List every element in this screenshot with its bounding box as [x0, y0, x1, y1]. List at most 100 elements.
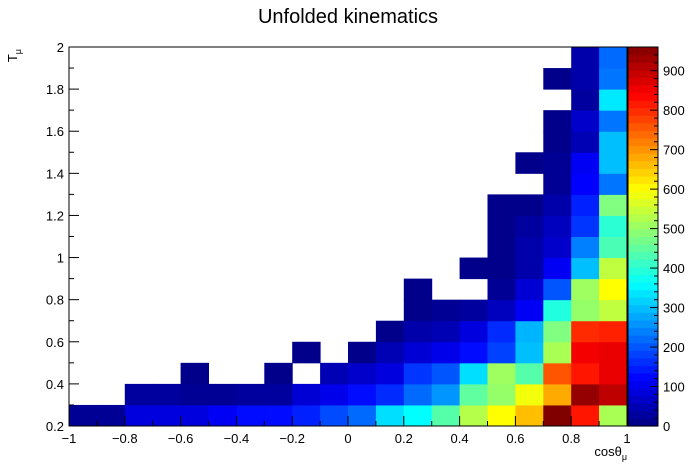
heatmap-cell	[431, 299, 461, 322]
heatmap-cell	[543, 278, 572, 301]
palette-band	[628, 100, 658, 109]
heatmap-cell	[543, 299, 572, 322]
heatmap-cell	[515, 320, 544, 343]
heatmap-cell	[543, 194, 572, 216]
palette-band	[628, 281, 658, 291]
heatmap-cell	[403, 341, 433, 364]
heatmap-cell	[208, 383, 237, 406]
heatmap-cell	[571, 68, 600, 90]
heatmap-cell	[599, 404, 628, 427]
heatmap-cell	[515, 383, 544, 406]
y-tick-label: 0.6	[46, 335, 64, 350]
palette-band	[628, 244, 658, 253]
heatmap-cell	[515, 194, 544, 216]
x-tick-label: −1	[62, 431, 77, 446]
y-tick-label: 0.4	[46, 377, 64, 392]
y-tick-label: 2	[57, 40, 64, 55]
palette-band	[628, 69, 658, 78]
palette-band	[628, 206, 658, 215]
palette-band	[628, 160, 658, 169]
heatmap-cell	[320, 404, 349, 427]
heatmap-cell	[487, 278, 516, 301]
palette-band	[628, 403, 658, 412]
y-axis-label-sub: μ	[13, 49, 23, 54]
palette-band	[628, 115, 658, 124]
palette-band	[628, 251, 658, 260]
palette-band	[628, 365, 658, 374]
heatmap-cell	[124, 404, 154, 427]
heatmap-cell	[403, 278, 433, 301]
heatmap-cell	[543, 257, 572, 280]
heatmap-cell	[403, 383, 433, 406]
heatmap-cell	[515, 362, 544, 385]
heatmap-cell	[292, 404, 321, 427]
heatmap-cell	[515, 257, 544, 280]
palette-band	[628, 327, 658, 336]
heatmap-cell	[515, 152, 544, 174]
heatmap-cell	[375, 362, 405, 385]
z-tick-label: 700	[663, 143, 685, 158]
palette-band	[628, 388, 658, 397]
heatmap-cell	[571, 320, 600, 343]
palette-band	[628, 62, 658, 71]
palette-band	[628, 418, 658, 427]
heatmap-cell	[487, 341, 516, 364]
heatmap-cell	[543, 362, 572, 385]
heatmap-cell	[487, 404, 516, 427]
heatmap-cell	[571, 278, 600, 301]
x-axis-ticks: −1 −0.8 −0.6 −0.4 −0.2 0 0.2 0.4 0.6 0.8 1	[62, 416, 631, 446]
heatmap-cell	[292, 341, 321, 364]
y-tick-label: 1.4	[46, 166, 64, 181]
palette-band	[628, 304, 658, 313]
heatmap-cell	[208, 404, 237, 427]
heatmap-cell	[543, 341, 572, 364]
heatmap-cell	[543, 215, 572, 237]
heatmap-cell	[459, 341, 488, 364]
heatmap-cell	[543, 152, 572, 174]
heatmap-cell	[459, 320, 488, 343]
heatmap-cell	[459, 383, 488, 406]
heatmap-cell	[152, 404, 182, 427]
palette-band	[628, 77, 658, 86]
heatmap-cell	[375, 383, 405, 406]
palette-band	[628, 84, 658, 94]
heatmap-cell	[515, 404, 544, 427]
heatmap-cell	[487, 299, 516, 322]
chart-title: Unfolded kinematics	[257, 6, 439, 28]
x-tick-label: 0.4	[451, 431, 469, 446]
x-axis-label: cosθμ	[594, 444, 627, 462]
heatmap-cell	[599, 383, 628, 406]
heatmap-cell	[599, 194, 628, 216]
heatmap-cell	[375, 341, 405, 364]
heatmap-cell	[571, 236, 600, 259]
heatmap-cell	[320, 362, 349, 385]
palette-band	[628, 191, 658, 200]
heatmap-cell	[515, 299, 544, 322]
heatmap-cell	[543, 383, 572, 406]
palette-band	[628, 130, 658, 139]
x-tick-label: −0.4	[224, 431, 250, 446]
x-axis-label-sub: μ	[622, 452, 627, 462]
y-tick-label: 1.6	[46, 124, 64, 139]
heatmap-cell	[403, 299, 433, 322]
x-tick-label: −0.6	[168, 431, 194, 446]
x-tick-label: −0.2	[279, 431, 305, 446]
heatmap-cell	[571, 257, 600, 280]
heatmap-cell	[348, 341, 377, 364]
heatmap-cell	[571, 89, 600, 111]
y-axis-ticks: 0.2 0.4 0.6 0.8 1 1.2 1.4 1.6 1.8 2	[46, 40, 79, 434]
heatmap-cell	[180, 404, 209, 427]
palette-band	[628, 122, 658, 131]
x-tick-label: −0.8	[112, 431, 138, 446]
z-tick-label: 500	[663, 222, 685, 237]
heatmap-cell	[152, 383, 182, 406]
heatmap-cell	[487, 257, 516, 280]
palette-band	[628, 213, 658, 222]
heatmap-cell	[571, 383, 600, 406]
z-tick-label: 600	[663, 182, 685, 197]
heatmap-cell	[543, 68, 572, 90]
palette-band	[628, 47, 658, 56]
palette-band	[628, 335, 658, 344]
z-tick-label: 900	[663, 64, 685, 79]
y-tick-label: 0.8	[46, 293, 64, 308]
